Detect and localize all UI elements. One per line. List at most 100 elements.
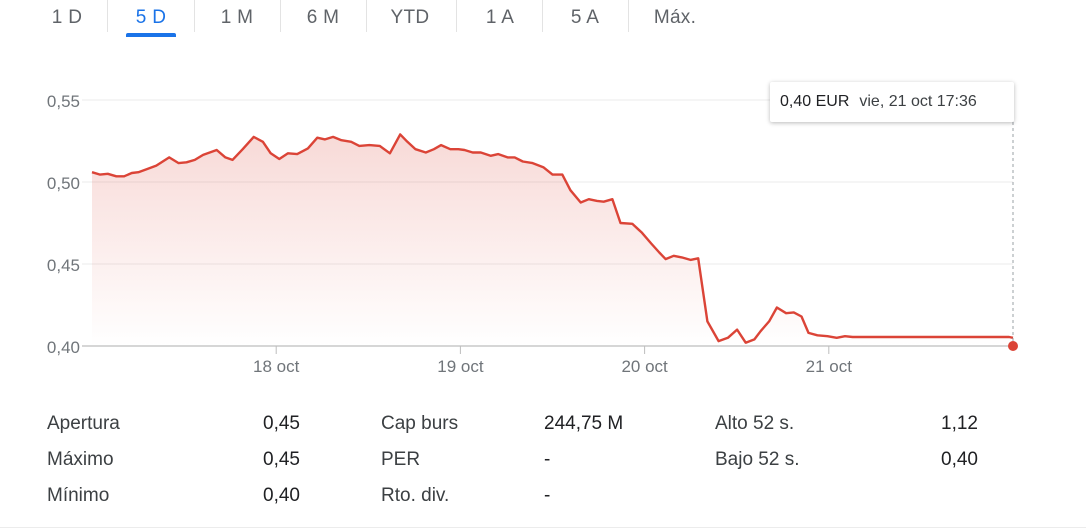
price-point [650,243,652,245]
price-point [960,336,962,338]
tab-1a[interactable]: 1 A [485,7,515,28]
price-point [919,336,921,338]
price-point [368,144,370,146]
price-point [425,152,427,154]
y-tick-label: 0,55 [47,92,80,111]
price-point [745,342,747,344]
x-tick-label: 20 oct [621,357,668,376]
price-point [836,337,838,339]
y-tick-label: 0,50 [47,174,80,193]
tab-5d[interactable]: 5 D [135,7,167,28]
price-point [358,145,360,147]
stat-label-div-yield: Rto. div. [381,485,450,506]
price-point [440,144,442,146]
y-tick-label: 0,45 [47,256,80,275]
price-point [658,252,660,254]
tab-5a[interactable]: 5 A [570,7,600,28]
x-tick-label: 19 oct [437,357,484,376]
price-point [879,336,881,338]
price-point [912,336,914,338]
price-point [216,149,218,151]
price-point [242,148,244,150]
price-point [983,336,985,338]
stat-value-low: 0,40 [263,485,300,506]
price-point [631,223,633,225]
price-point [706,320,708,322]
stat-label-low: Mínimo [47,485,110,506]
price-point [588,198,590,200]
stat-value-52w-high: 1,12 [941,413,978,434]
price-point [532,162,534,164]
tooltip-datetime: vie, 21 oct 17:36 [859,93,977,110]
price-point [155,165,157,167]
price-point [472,152,474,154]
price-point [389,152,391,154]
price-point [262,141,264,143]
price-point [332,136,334,138]
price-point [975,336,977,338]
tab-max[interactable]: Máx. [653,7,697,28]
tab-1d[interactable]: 1 D [51,7,83,28]
stat-row: Mínimo 0,40 Rto. div. - [0,485,1086,515]
price-point [718,340,720,342]
price-point [785,312,787,314]
price-point [768,320,770,322]
price-point [147,168,149,170]
tab-divider [366,0,367,32]
tab-divider [280,0,281,32]
tab-ytd[interactable]: YTD [390,7,430,28]
price-point [307,147,309,149]
tab-6m[interactable]: 6 M [306,7,340,28]
x-axis: 18 oct 19 oct 20 oct 21 oct [253,346,852,376]
price-point [871,336,873,338]
price-point [992,336,994,338]
price-point [449,148,451,150]
price-point [415,148,417,150]
price-point [801,316,803,318]
last-price-dot [1008,341,1018,351]
price-point [690,259,692,261]
price-point [324,138,326,140]
price-line [91,133,1014,344]
price-point [641,232,643,234]
price-point [681,256,683,258]
y-axis: 0,55 0,50 0,45 0,40 [47,92,80,357]
price-point [168,156,170,158]
price-point [514,156,516,158]
y-tick-label: 0,40 [47,338,80,357]
price-point [490,155,492,157]
divider [0,527,1086,528]
price-point [760,330,762,332]
price-point [296,153,298,155]
price-point [287,152,289,154]
price-area [92,134,1013,346]
price-point [952,336,954,338]
stat-value-52w-low: 0,40 [941,449,978,470]
price-point [497,153,499,155]
stat-value-high: 0,45 [263,449,300,470]
price-point [928,336,930,338]
price-point [178,162,180,164]
price-point [115,175,117,177]
price-point [611,198,613,200]
price-point [480,152,482,154]
stat-value-open: 0,45 [263,413,300,434]
price-point [194,159,196,161]
price-point [131,172,133,174]
price-point [1008,336,1010,338]
price-point [816,334,818,336]
price-point [464,149,466,151]
stat-row: Apertura 0,45 Cap burs 244,75 M Alto 52 … [0,413,1086,443]
price-point [620,222,622,224]
price-point [793,311,795,313]
price-point [123,175,125,177]
price-chart[interactable]: 0,55 0,50 0,45 0,40 18 oct 19 oct 20 oct 21 oc… [0,40,1086,400]
price-point [1000,336,1002,338]
price-point [903,336,905,338]
tab-1m[interactable]: 1 M [220,7,254,28]
price-point [406,141,408,143]
stat-value-mkt-cap: 244,75 M [544,413,624,434]
stat-label-high: Máximo [47,449,114,470]
price-point [433,148,435,150]
price-point [596,200,598,202]
